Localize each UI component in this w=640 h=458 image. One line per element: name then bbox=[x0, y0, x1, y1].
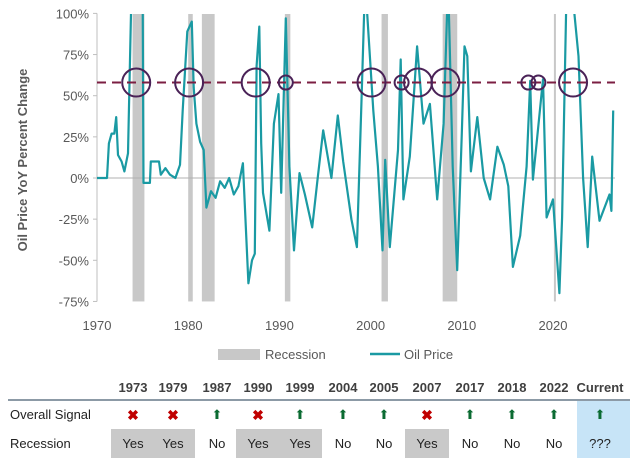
column-header: 1973 bbox=[118, 380, 148, 395]
signal-circle bbox=[240, 67, 271, 98]
signal-circle bbox=[430, 67, 461, 98]
y-tick-label: -75% bbox=[59, 294, 90, 309]
column-header: 2004 bbox=[328, 380, 358, 395]
recession-bar bbox=[284, 14, 291, 302]
column-header: Current bbox=[576, 380, 624, 395]
row-label-signal: Overall Signal bbox=[10, 407, 91, 422]
x-tick-label: 2000 bbox=[356, 318, 385, 333]
y-tick-label: 0% bbox=[70, 171, 89, 186]
oil-price-series bbox=[97, 14, 615, 295]
signal-circle bbox=[356, 67, 387, 98]
legend-recession-swatch bbox=[218, 349, 260, 360]
recession-bar bbox=[553, 14, 556, 302]
current-column-highlight bbox=[577, 401, 630, 458]
recession-cell: Yes bbox=[278, 429, 322, 458]
recession-cell: Yes bbox=[111, 429, 155, 458]
legend-recession-label: Recession bbox=[265, 347, 326, 362]
recession-cell: No bbox=[375, 436, 393, 451]
y-tick-label: 50% bbox=[63, 89, 89, 104]
recession-cell: No bbox=[503, 436, 521, 451]
recession-cell: No bbox=[461, 436, 479, 451]
recession-bar bbox=[132, 14, 145, 302]
column-header: 1979 bbox=[158, 380, 188, 395]
signal-circle bbox=[558, 67, 589, 98]
x-tick-label: 1990 bbox=[265, 318, 294, 333]
recession-cell: Yes bbox=[151, 429, 195, 458]
column-header: 1990 bbox=[243, 380, 273, 395]
up-arrow-icon: ⬆ bbox=[337, 407, 349, 422]
signal-circle bbox=[174, 67, 205, 98]
column-header: 2017 bbox=[455, 380, 485, 395]
x-tick-label: 2020 bbox=[539, 318, 568, 333]
x-mark-icon: ✖ bbox=[252, 407, 264, 423]
up-arrow-icon: ⬆ bbox=[548, 407, 560, 422]
oil-price-chart: 100% 75% 50% 25% 0% -25% -50% -75% 1970 1980 1990 2… bbox=[15, 6, 615, 362]
column-header: 2007 bbox=[412, 380, 442, 395]
signal-circle bbox=[393, 74, 410, 91]
up-arrow-icon: ⬆ bbox=[211, 407, 223, 422]
legend: Recession Oil Price bbox=[218, 347, 453, 362]
recession-bar bbox=[188, 14, 193, 302]
up-arrow-icon: ⬆ bbox=[294, 407, 306, 422]
signal-circle bbox=[121, 67, 152, 98]
x-tick-label: 1970 bbox=[83, 318, 112, 333]
y-tick-label: -25% bbox=[59, 212, 90, 227]
column-header: 1999 bbox=[285, 380, 315, 395]
y-tick-label: 75% bbox=[63, 48, 89, 63]
axes: 100% 75% 50% 25% 0% -25% -50% -75% 1970 1980 1990 2… bbox=[56, 6, 615, 333]
recession-cell: Yes bbox=[405, 429, 449, 458]
recession-cell: ??? bbox=[589, 436, 611, 451]
recession-cell: No bbox=[545, 436, 563, 451]
recession-cell: Yes bbox=[236, 429, 280, 458]
y-axis-label: Oil Price YoY Percent Change bbox=[15, 69, 30, 252]
signal-table: Overall Signal Recession 1973 ✖ Yes 1979 ✖ Ye… bbox=[0, 376, 640, 458]
y-tick-label: 100% bbox=[56, 6, 90, 21]
oil-price-line bbox=[97, 14, 615, 295]
y-tick-label: 25% bbox=[63, 130, 89, 145]
recession-cell: No bbox=[334, 436, 352, 451]
recession-bar bbox=[442, 14, 458, 302]
x-tick-label: 2010 bbox=[447, 318, 476, 333]
signal-circle bbox=[530, 74, 547, 91]
legend-oil-label: Oil Price bbox=[404, 347, 453, 362]
x-mark-icon: ✖ bbox=[421, 407, 433, 423]
up-arrow-icon: ⬆ bbox=[506, 407, 518, 422]
row-label-recession: Recession bbox=[10, 436, 71, 451]
recession-cell: No bbox=[208, 436, 226, 451]
recession-bar bbox=[381, 14, 388, 302]
x-tick-label: 1980 bbox=[174, 318, 203, 333]
recession-bar bbox=[201, 14, 215, 302]
y-tick-label: -50% bbox=[59, 253, 90, 268]
up-arrow-icon: ⬆ bbox=[594, 407, 606, 422]
signal-circle bbox=[277, 74, 294, 91]
up-arrow-icon: ⬆ bbox=[378, 407, 390, 422]
column-header: 2018 bbox=[497, 380, 527, 395]
x-mark-icon: ✖ bbox=[127, 407, 139, 423]
up-arrow-icon: ⬆ bbox=[464, 407, 476, 422]
recession-bars bbox=[132, 14, 556, 302]
x-mark-icon: ✖ bbox=[167, 407, 179, 423]
table-header-rule bbox=[8, 399, 630, 401]
column-header: 1987 bbox=[202, 380, 232, 395]
signal-circle bbox=[520, 74, 537, 91]
column-header: 2022 bbox=[539, 380, 569, 395]
column-header: 2005 bbox=[369, 380, 399, 395]
signal-markers bbox=[97, 67, 615, 98]
